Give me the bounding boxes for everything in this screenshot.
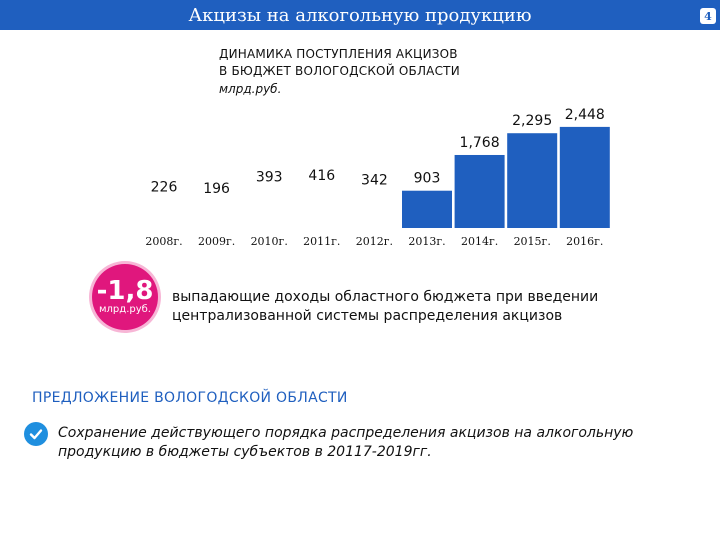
value-label-2008г.: 226 bbox=[151, 179, 178, 195]
badge-value: -1,8 bbox=[96, 276, 154, 306]
header-banner: Акцизы на алкогольную продукцию 4 bbox=[0, 0, 720, 32]
category-label-2009г.: 2009г. bbox=[198, 235, 235, 248]
bar-chart: 226 2008г. 196 2009г. 393 2010г. 416 2011г. 342 2… bbox=[145, 107, 610, 248]
category-label-2013г.: 2013г. bbox=[408, 235, 445, 248]
badge-unit: млрд.руб. bbox=[99, 304, 151, 315]
category-label-2012г.: 2012г. bbox=[356, 235, 393, 248]
category-label-2014г.: 2014г. bbox=[461, 235, 498, 248]
loss-badge: -1,8 млрд.руб. bbox=[92, 264, 158, 330]
value-label-2015г.: 2,295 bbox=[512, 113, 552, 129]
chart-title-line-2: В БЮДЖЕТ ВОЛОГОДСКОЙ ОБЛАСТИ bbox=[219, 64, 460, 78]
page-number: 4 bbox=[700, 8, 716, 24]
value-label-2016г.: 2,448 bbox=[565, 107, 605, 123]
slide-title: Акцизы на алкогольную продукцию bbox=[188, 4, 532, 26]
proposal-heading: ПРЕДЛОЖЕНИЕ ВОЛОГОДСКОЙ ОБЛАСТИ bbox=[32, 390, 348, 406]
chart-title: ДИНАМИКА ПОСТУПЛЕНИЯ АКЦИЗОВ В БЮДЖЕТ ВО… bbox=[219, 46, 460, 80]
bar-2013г. bbox=[402, 190, 452, 228]
proposal-text: Сохранение действующего порядка распреде… bbox=[58, 425, 634, 460]
category-label-2016г.: 2016г. bbox=[566, 235, 603, 248]
value-label-2010г.: 393 bbox=[256, 169, 283, 185]
category-label-2015г.: 2015г. bbox=[514, 235, 551, 248]
value-label-2013г.: 903 bbox=[414, 171, 441, 187]
chart-unit: млрд.руб. bbox=[219, 82, 282, 96]
category-label-2010г.: 2010г. bbox=[251, 235, 288, 248]
bar-2016г. bbox=[559, 126, 610, 228]
check-mark-icon bbox=[29, 429, 43, 440]
check-icon bbox=[24, 422, 48, 446]
value-label-2011г.: 416 bbox=[308, 168, 335, 184]
bar-2014г. bbox=[454, 154, 505, 228]
value-label-2012г.: 342 bbox=[361, 172, 388, 188]
category-label-2011г.: 2011г. bbox=[303, 235, 340, 248]
category-label-2008г.: 2008г. bbox=[145, 235, 182, 248]
value-label-2009г.: 196 bbox=[203, 181, 230, 197]
header-bar bbox=[0, 0, 720, 30]
bar-2015г. bbox=[507, 133, 558, 228]
chart-title-line-1: ДИНАМИКА ПОСТУПЛЕНИЯ АКЦИЗОВ bbox=[219, 47, 458, 61]
badge-description: выпадающие доходы областного бюджета при… bbox=[172, 289, 599, 324]
value-label-2014г.: 1,768 bbox=[460, 135, 500, 151]
